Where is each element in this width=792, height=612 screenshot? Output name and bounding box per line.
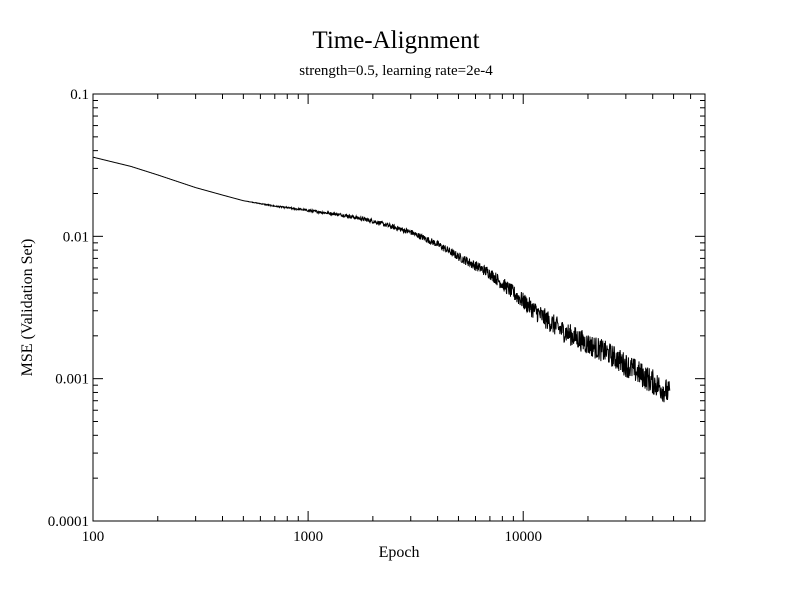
tick-labels: 100 1000 10000 0.0001 0.001 0.01 0.1 bbox=[48, 87, 542, 545]
x-tick-label: 1000 bbox=[293, 529, 323, 545]
y-tick-label: 0.1 bbox=[70, 87, 89, 103]
plot-area bbox=[92, 93, 706, 522]
chart-subtitle: strength=0.5, learning rate=2e-4 bbox=[299, 63, 493, 79]
y-tick-label: 0.001 bbox=[55, 372, 89, 388]
chart-title: Time-Alignment bbox=[312, 27, 480, 54]
x-tick-label: 10000 bbox=[504, 529, 542, 545]
axis-ticks bbox=[92, 93, 706, 522]
x-tick-label: 100 bbox=[82, 529, 105, 545]
y-axis-label: MSE (Validation Set) bbox=[19, 239, 36, 377]
series-line bbox=[92, 156, 671, 403]
x-axis-label: Epoch bbox=[379, 544, 420, 561]
y-tick-label: 0.01 bbox=[63, 229, 89, 245]
y-tick-label: 0.0001 bbox=[48, 514, 89, 530]
